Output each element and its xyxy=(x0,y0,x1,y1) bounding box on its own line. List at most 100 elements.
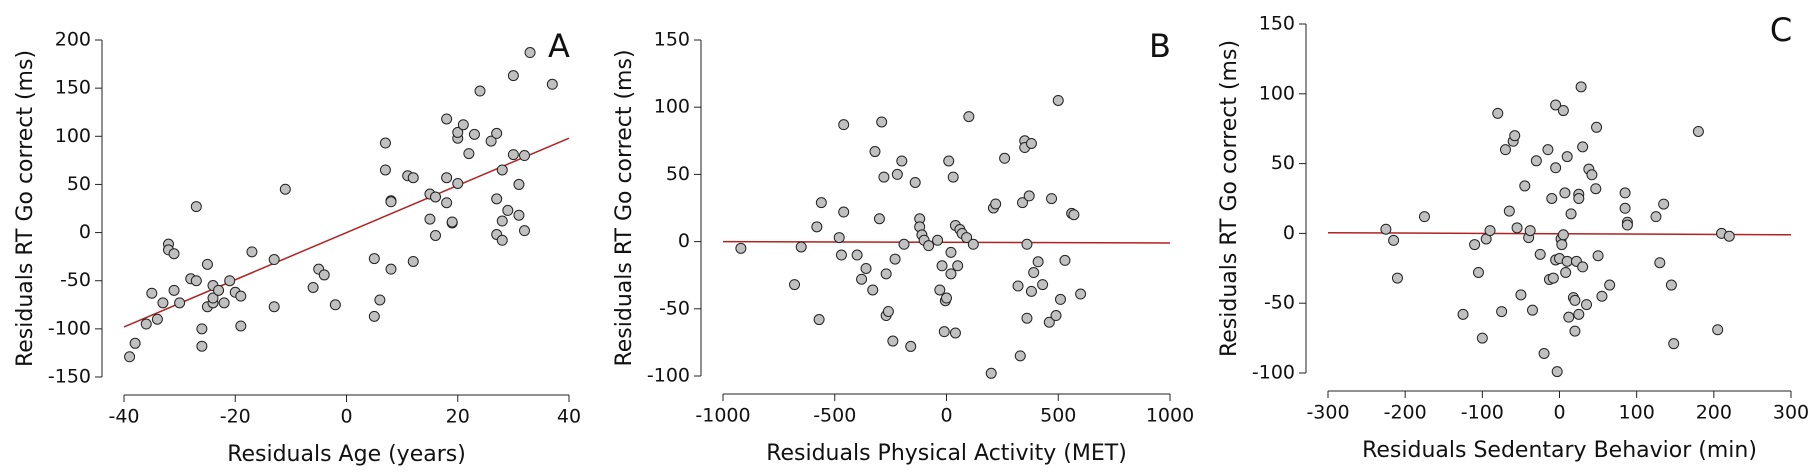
y-tick-label: 50 xyxy=(67,173,91,195)
point xyxy=(795,241,807,253)
point xyxy=(235,320,247,332)
x-tick-label: -200 xyxy=(1384,402,1427,424)
point xyxy=(329,299,341,311)
point xyxy=(441,113,453,125)
point xyxy=(1526,304,1538,316)
point xyxy=(151,313,163,325)
fit-line xyxy=(722,240,1171,244)
point xyxy=(463,148,475,160)
point xyxy=(502,204,514,216)
x-tick-label: -40 xyxy=(108,406,139,428)
point xyxy=(168,248,180,260)
point xyxy=(1046,193,1058,205)
panel-label: A xyxy=(548,27,570,65)
y-axis-label: Residuals RT Go correct (ms) xyxy=(1217,40,1242,357)
point xyxy=(307,281,319,293)
point xyxy=(407,172,419,184)
point xyxy=(485,135,497,147)
point xyxy=(1499,144,1511,156)
point xyxy=(1559,187,1571,199)
x-tick-label: -300 xyxy=(1306,402,1349,424)
point xyxy=(430,191,441,203)
point xyxy=(1665,279,1677,291)
y-tick-label: 150 xyxy=(1259,13,1295,35)
point xyxy=(279,183,291,195)
point xyxy=(947,171,959,183)
point xyxy=(1546,193,1558,204)
point xyxy=(1484,225,1496,237)
point xyxy=(1561,151,1573,163)
point xyxy=(368,310,380,322)
point xyxy=(190,275,202,287)
point xyxy=(1668,338,1680,350)
point xyxy=(441,172,453,184)
point xyxy=(1476,332,1488,344)
point xyxy=(1021,312,1033,324)
point xyxy=(546,78,558,90)
y-axis-label: Residuals RT Go correct (ms) xyxy=(13,50,38,367)
point xyxy=(1052,94,1064,106)
point xyxy=(168,284,180,296)
point xyxy=(513,209,525,221)
point xyxy=(1068,209,1080,221)
point xyxy=(452,177,464,189)
y-axis-label: Residuals RT Go correct (ms) xyxy=(612,49,637,366)
point xyxy=(496,215,508,227)
point xyxy=(815,197,827,209)
point xyxy=(379,164,391,176)
point xyxy=(129,337,141,349)
point xyxy=(491,127,503,139)
x-tick-label: 20 xyxy=(446,406,470,428)
point xyxy=(1577,261,1589,273)
point xyxy=(513,178,525,190)
point xyxy=(457,119,469,131)
point xyxy=(1550,99,1562,111)
point xyxy=(880,268,892,280)
y-tick-label: 0 xyxy=(79,221,91,243)
point xyxy=(519,225,530,237)
x-tick-label: 200 xyxy=(1696,402,1732,424)
point xyxy=(1581,299,1593,311)
x-tick-label: 1000 xyxy=(1146,405,1194,427)
y-tick-label: -50 xyxy=(1264,292,1295,314)
point xyxy=(851,249,863,261)
x-axis-label: Residuals Physical Activity (MET) xyxy=(766,441,1127,466)
point xyxy=(999,152,1011,164)
y-tick-label: 100 xyxy=(1259,82,1295,104)
point xyxy=(963,111,975,123)
y-tick-label: -50 xyxy=(659,297,690,319)
point xyxy=(1032,256,1044,268)
point xyxy=(941,292,952,304)
point xyxy=(1043,316,1055,328)
point xyxy=(1658,198,1670,210)
point xyxy=(856,273,868,285)
point xyxy=(1388,234,1400,246)
point xyxy=(1565,208,1577,220)
point xyxy=(952,260,964,272)
x-tick-label: 500 xyxy=(1040,405,1076,427)
point xyxy=(1596,290,1608,302)
x-tick-label: 40 xyxy=(557,406,581,428)
point xyxy=(213,284,225,296)
point xyxy=(835,249,847,261)
point xyxy=(224,275,236,287)
point xyxy=(1586,169,1598,181)
y-tick-label: 200 xyxy=(55,29,91,51)
point xyxy=(1025,137,1037,149)
point xyxy=(1569,294,1581,306)
point xyxy=(838,119,850,131)
point xyxy=(1591,121,1603,133)
x-tick-label: -500 xyxy=(813,405,856,427)
point xyxy=(1059,254,1071,266)
point xyxy=(938,326,950,338)
point xyxy=(190,201,202,213)
point xyxy=(887,335,899,347)
y-tick-label: -100 xyxy=(48,317,91,339)
point xyxy=(735,242,747,254)
fit-line xyxy=(123,137,570,328)
point xyxy=(452,126,464,138)
point xyxy=(1503,205,1515,217)
point xyxy=(867,284,879,296)
point xyxy=(1619,187,1631,199)
